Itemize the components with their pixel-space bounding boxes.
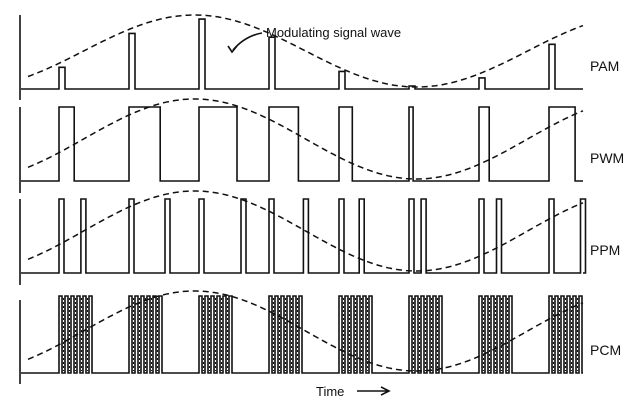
- callout-leader-line: [232, 32, 263, 51]
- time-axis-label-group: Time: [316, 384, 391, 399]
- row-pwm: PWM: [19, 98, 624, 193]
- pam-modulating-signal: [27, 14, 584, 88]
- time-arrow-icon: [357, 386, 391, 396]
- pwm-label: PWM: [590, 150, 624, 166]
- modulating-signal-callout: Modulating signal wave: [227, 25, 401, 54]
- row-pam: PAM: [19, 14, 619, 100]
- time-axis-label: Time: [316, 384, 344, 399]
- ppm-label: PPM: [590, 242, 620, 258]
- callout-arrowhead: [227, 45, 238, 54]
- pcm-label: PCM: [590, 342, 621, 358]
- pwm-pulse-train: [21, 106, 583, 182]
- modulation-rows: PAM PWM PPM PCM: [19, 14, 624, 384]
- modulating-signal-label: Modulating signal wave: [266, 25, 401, 40]
- pwm-modulating-signal: [27, 98, 584, 180]
- pam-label: PAM: [590, 58, 619, 74]
- pam-pulse-train: [21, 18, 583, 90]
- row-pcm: PCM: [19, 290, 621, 384]
- ppm-modulating-signal: [27, 190, 584, 272]
- pcm-modulating-signal: [27, 290, 584, 372]
- pcm-pulse-train: [21, 295, 583, 374]
- ppm-pulse-train: [21, 198, 587, 274]
- row-ppm: PPM: [19, 190, 620, 285]
